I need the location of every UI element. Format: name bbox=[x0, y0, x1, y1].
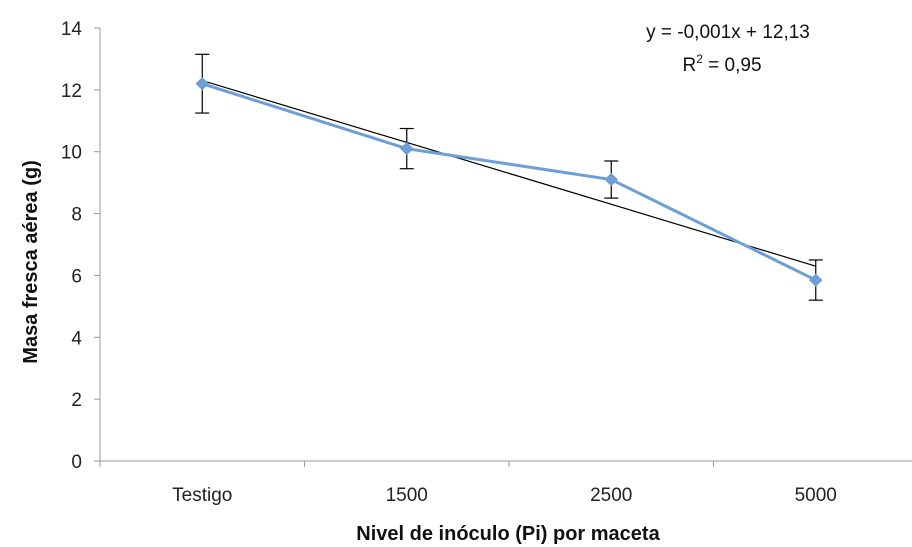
r-squared-label: R2 = 0,95 bbox=[682, 52, 761, 76]
x-tick-label: 1500 bbox=[386, 485, 428, 506]
y-axis-title: Masa fresca aérea (g) bbox=[20, 160, 42, 363]
data-point bbox=[400, 141, 414, 156]
trendline bbox=[202, 80, 816, 267]
data-point bbox=[809, 273, 823, 287]
data-point bbox=[604, 172, 618, 187]
y-tick-label: 4 bbox=[71, 328, 82, 349]
y-tick-label: 12 bbox=[61, 81, 82, 102]
r-squared-value: = 0,95 bbox=[703, 55, 762, 76]
y-tick-label: 6 bbox=[71, 266, 82, 287]
x-axis-title: Nivel de inóculo (Pi) por maceta bbox=[356, 523, 660, 545]
x-tick-label: 5000 bbox=[795, 485, 837, 506]
y-tick-label: 2 bbox=[71, 390, 82, 411]
trendline-line bbox=[202, 80, 816, 267]
x-tick-label: 2500 bbox=[590, 485, 632, 506]
x-axis: Testigo 1500 2500 5000 bbox=[99, 460, 912, 506]
series bbox=[195, 53, 823, 301]
data-point bbox=[195, 76, 209, 91]
x-tick-label: Testigo bbox=[172, 485, 232, 506]
y-axis: 0 2 4 6 8 10 12 14 bbox=[61, 19, 101, 473]
series-line bbox=[201, 82, 817, 282]
y-tick-label: 10 bbox=[61, 143, 82, 164]
y-tick-label: 0 bbox=[71, 452, 82, 473]
trendline-equation: y = -0,001x + 12,13 bbox=[646, 22, 810, 43]
r-squared-prefix: R bbox=[682, 55, 696, 76]
y-tick-label: 8 bbox=[71, 205, 82, 226]
y-tick-label: 14 bbox=[61, 19, 83, 40]
